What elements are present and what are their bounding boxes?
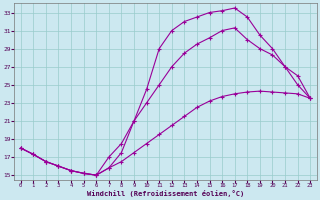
X-axis label: Windchill (Refroidissement éolien,°C): Windchill (Refroidissement éolien,°C)	[87, 190, 244, 197]
